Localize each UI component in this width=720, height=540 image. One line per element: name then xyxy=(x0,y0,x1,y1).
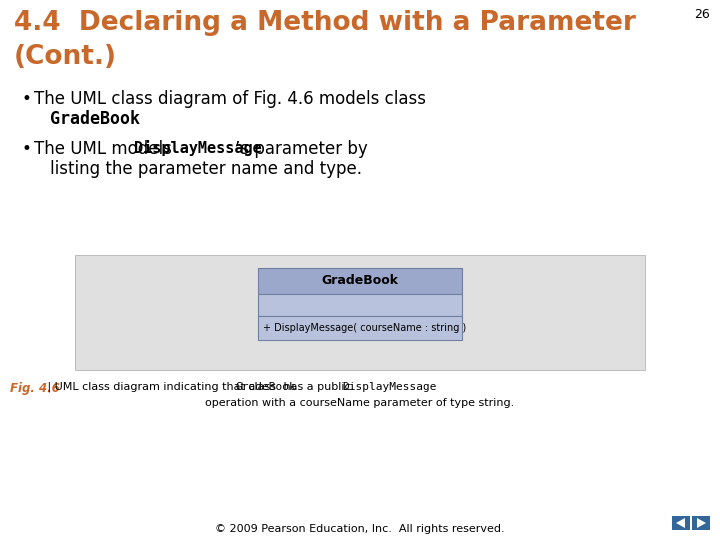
Text: •: • xyxy=(22,140,32,158)
Text: © 2009 Pearson Education, Inc.  All rights reserved.: © 2009 Pearson Education, Inc. All right… xyxy=(215,524,505,534)
FancyBboxPatch shape xyxy=(258,316,462,340)
FancyBboxPatch shape xyxy=(75,255,645,370)
FancyBboxPatch shape xyxy=(258,294,462,316)
Text: •: • xyxy=(22,90,32,108)
FancyBboxPatch shape xyxy=(258,268,462,294)
Text: DisplayMessage: DisplayMessage xyxy=(343,382,437,392)
Text: GradeBook: GradeBook xyxy=(322,274,398,287)
Text: ’s parameter by: ’s parameter by xyxy=(235,140,368,158)
Text: Fig. 4.6: Fig. 4.6 xyxy=(10,382,60,395)
Text: 4.4  Declaring a Method with a Parameter: 4.4 Declaring a Method with a Parameter xyxy=(14,10,636,36)
Text: listing the parameter name and type.: listing the parameter name and type. xyxy=(50,160,362,178)
Text: The UML class diagram of Fig. 4.6 models class: The UML class diagram of Fig. 4.6 models… xyxy=(34,90,426,108)
Text: has a public: has a public xyxy=(280,382,354,392)
Text: .: . xyxy=(121,110,126,128)
Text: 26: 26 xyxy=(694,8,710,21)
Text: DisplayMessage: DisplayMessage xyxy=(134,140,261,156)
FancyBboxPatch shape xyxy=(672,516,690,530)
Text: (Cont.): (Cont.) xyxy=(14,44,117,70)
Text: GradeBook: GradeBook xyxy=(235,382,296,392)
Text: The UML models: The UML models xyxy=(34,140,177,158)
Polygon shape xyxy=(676,518,685,528)
Text: GradeBook: GradeBook xyxy=(50,110,140,128)
FancyBboxPatch shape xyxy=(692,516,710,530)
Text: + DisplayMessage( courseName : string ): + DisplayMessage( courseName : string ) xyxy=(263,323,467,333)
Text: operation with a courseName parameter of type string.: operation with a courseName parameter of… xyxy=(205,398,515,408)
Polygon shape xyxy=(697,518,706,528)
Text: | UML class diagram indicating that class: | UML class diagram indicating that clas… xyxy=(44,382,279,393)
